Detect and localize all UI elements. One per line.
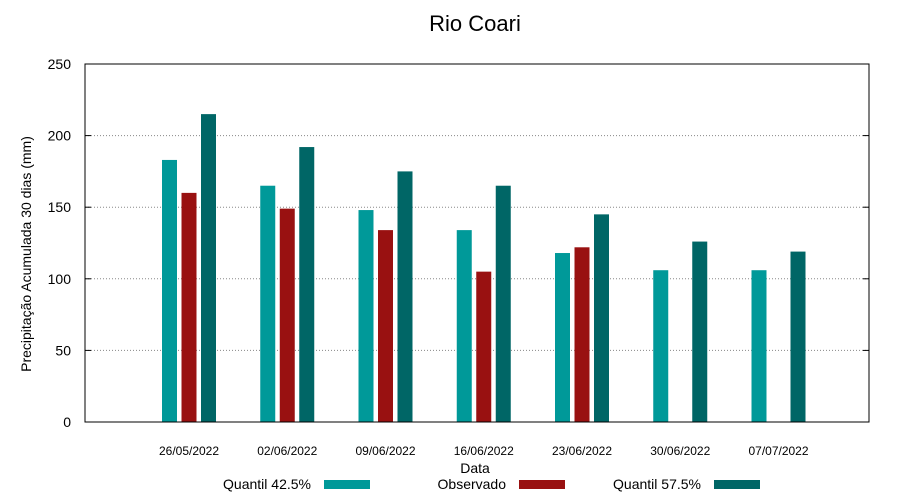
x-tick-label: 07/07/2022 (748, 444, 808, 458)
legend-label: Quantil 42.5% (223, 476, 311, 492)
bar (476, 271, 492, 422)
x-tick-label: 02/06/2022 (257, 444, 317, 458)
legend-swatch (519, 480, 565, 489)
x-tick-label: 26/05/2022 (159, 444, 219, 458)
bar (260, 185, 276, 422)
y-tick-label: 150 (48, 199, 72, 215)
y-tick-label: 50 (55, 342, 71, 358)
bar (181, 192, 197, 422)
x-tick-label: 16/06/2022 (454, 444, 514, 458)
bar (574, 247, 590, 422)
x-tick-label: 23/06/2022 (552, 444, 612, 458)
bar (751, 270, 767, 422)
bar (397, 171, 413, 422)
y-tick-label: 200 (48, 128, 72, 144)
y-axis-label: Precipitação Acumulada 30 dias (mm) (18, 136, 34, 372)
x-axis-label: Data (460, 460, 490, 476)
bar (162, 159, 177, 422)
bar (692, 241, 708, 422)
legend-label: Observado (438, 476, 507, 492)
bar (555, 253, 570, 422)
x-tick-label: 30/06/2022 (650, 444, 710, 458)
legend-swatch (324, 480, 370, 489)
bar (378, 230, 393, 422)
y-tick-label: 0 (63, 414, 71, 430)
x-axis: 26/05/2022 02/06/2022 09/06/2022 16/06/2022… (159, 444, 809, 458)
legend: Quantil 42.5% Observado Quantil 57.5% (223, 476, 760, 492)
bar (653, 270, 669, 422)
legend-label: Quantil 57.5% (613, 476, 701, 492)
bar (456, 230, 472, 422)
bar (299, 147, 315, 422)
y-tick-label: 250 (48, 56, 72, 72)
bar (594, 214, 609, 422)
chart-title: Rio Coari (429, 11, 521, 36)
bar (358, 210, 374, 422)
bar (495, 185, 511, 422)
x-tick-label: 09/06/2022 (355, 444, 415, 458)
bar (790, 251, 806, 422)
y-tick-label: 100 (48, 271, 72, 287)
bar (279, 208, 295, 422)
legend-swatch (714, 480, 760, 489)
bars (162, 114, 806, 423)
y-axis: 0 50 100 150 200 250 (48, 56, 869, 430)
plot-area-frame (84, 63, 870, 423)
bar (201, 114, 216, 423)
